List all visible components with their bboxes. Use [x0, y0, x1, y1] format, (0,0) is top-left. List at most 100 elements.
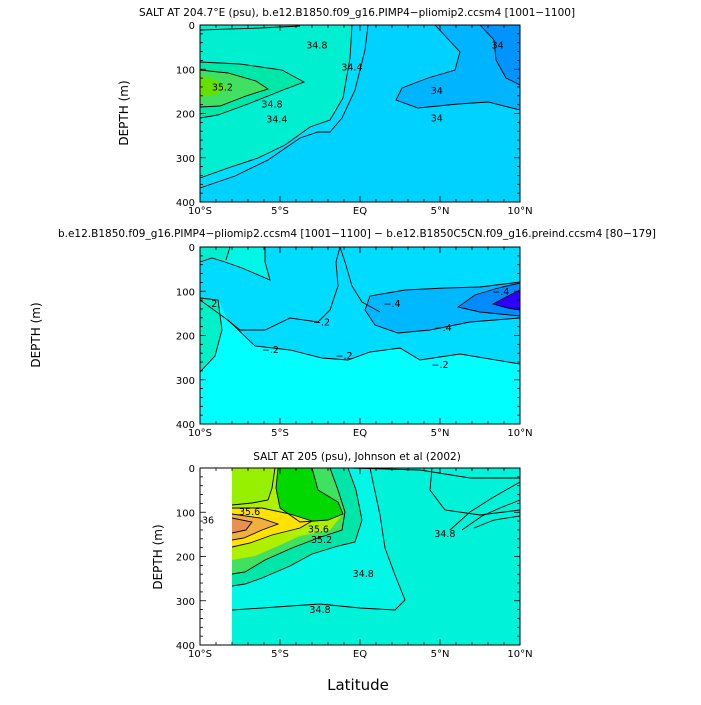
- y-tick-label: 300: [176, 597, 195, 608]
- contour-label: 34.4: [341, 63, 362, 74]
- y-tick-label: 400: [176, 198, 195, 209]
- fill-plus-0-2-c: [200, 247, 230, 262]
- contour-line: [200, 25, 353, 179]
- contour-line: [339, 247, 381, 313]
- x-tick-label: 5°S: [271, 428, 289, 439]
- contour-line: [231, 517, 253, 534]
- panel-1-contour-lines: [200, 25, 520, 189]
- contour-label: 34: [492, 40, 504, 51]
- panel-1-title: SALT AT 204.7°E (psu), b.e12.B1850.f09_g…: [139, 7, 575, 19]
- x-tick-label: 10°N: [507, 428, 532, 439]
- contour-line: [227, 319, 520, 365]
- panel-2-labels: .2 −.2 −.2 −.2 −.2 −.4 −.4 −.4: [208, 287, 509, 371]
- fill-plus-0-2-b: [200, 298, 222, 372]
- contour-label: 34.8: [353, 569, 374, 580]
- panel-3-field: [231, 468, 520, 645]
- contour-line: [231, 468, 406, 611]
- fill-35-6-top: [232, 468, 275, 505]
- contour-line: [461, 499, 520, 531]
- fill-35-6: [200, 76, 228, 97]
- x-tick-label: 10°S: [188, 649, 212, 660]
- fill-minus-0-2: [200, 247, 520, 364]
- y-tick-label: 400: [176, 641, 195, 652]
- contour-label: −.4: [383, 299, 400, 310]
- contour-line: [491, 289, 520, 311]
- fill-33-8: [396, 25, 520, 110]
- x-tick-label: 5°S: [271, 206, 289, 217]
- y-tick-label: 100: [176, 508, 195, 519]
- x-tick-label: 5°N: [431, 649, 450, 660]
- contour-line: [349, 468, 520, 479]
- contour-label: 34.8: [261, 99, 282, 110]
- x-tick-label: 5°S: [271, 649, 289, 660]
- contour-label: 35.6: [308, 525, 329, 536]
- contour-label: 35.6: [239, 507, 260, 518]
- panel-2-contour-lines: [200, 247, 520, 373]
- contour-line: [456, 282, 520, 317]
- contour-line: [231, 507, 314, 548]
- contour-label: 35.2: [311, 535, 332, 546]
- y-tick-label: 300: [176, 376, 195, 387]
- y-tick-label: 0: [189, 21, 195, 32]
- contour-label: −.2: [431, 360, 448, 371]
- contour-line: [200, 61, 306, 119]
- fill-35-2: [200, 70, 268, 107]
- contour-line: [200, 25, 301, 31]
- fill-34-8: [200, 25, 352, 178]
- y-tick-label: 300: [176, 154, 195, 165]
- panel-2: .2 −.2 −.2 −.2 −.2 −.4 −.4 −.4 b.e12.B1850.f09_…: [29, 228, 656, 425]
- contour-line: [200, 297, 223, 373]
- contour-line: [395, 25, 520, 111]
- contour-label: 34.8: [434, 529, 455, 540]
- fill-minus-0-6: [458, 283, 520, 316]
- x-tick-label: 10°N: [507, 206, 532, 217]
- contour-line: [231, 468, 346, 575]
- panel-1-field: [200, 25, 520, 202]
- contour-line: [231, 468, 276, 506]
- y-tick-label: 0: [189, 243, 195, 254]
- contour-label: 34: [431, 86, 443, 97]
- panel-3-contour-lines: [231, 468, 520, 611]
- x-tick-label: 5°N: [431, 206, 450, 217]
- x-tick-label: EQ: [353, 206, 367, 217]
- x-tick-label: EQ: [353, 649, 367, 660]
- fill-34-0: [200, 25, 520, 202]
- y-tick-label: 100: [176, 287, 195, 298]
- contour-line: [473, 515, 520, 529]
- contour-line: [275, 468, 344, 523]
- panel-2-title: b.e12.B1850.f09_g16.PIMP4−pliomip2.ccsm4…: [58, 228, 656, 240]
- y-tick-label: 200: [176, 332, 195, 343]
- contour-label: −.4: [492, 287, 509, 298]
- panel-3-xlabel: Latitude: [327, 676, 389, 694]
- y-tick-label: 400: [176, 420, 195, 431]
- contour-label: −.2: [313, 318, 330, 329]
- y-tick-label: 0: [189, 464, 195, 475]
- contour-label: 34.8: [306, 40, 327, 51]
- x-tick-label: 10°S: [188, 206, 212, 217]
- y-tick-label: 100: [176, 65, 195, 76]
- x-tick-label: 10°N: [507, 649, 532, 660]
- x-tick-label: EQ: [353, 428, 367, 439]
- contour-label: −.4: [435, 323, 452, 334]
- contour-line: [449, 481, 520, 531]
- panel-2-ylabel: DEPTH (m): [29, 302, 43, 367]
- panel-1-ylabel: DEPTH (m): [117, 80, 131, 145]
- contour-line: [200, 247, 271, 281]
- fill-35-4: [276, 468, 343, 522]
- x-tick-label: 10°S: [188, 428, 212, 439]
- y-tick-label: 200: [176, 553, 195, 564]
- contour-line: [231, 513, 280, 541]
- contour-label: .2: [208, 299, 217, 310]
- contour-label: 34.4: [266, 114, 287, 125]
- contour-label: 34.8: [309, 605, 330, 616]
- fill-36-2: [232, 518, 252, 533]
- contour-label: −.2: [262, 345, 279, 356]
- contour-line: [429, 468, 520, 516]
- contour-line: [364, 281, 520, 334]
- contour-line: [200, 25, 369, 189]
- contour-label: 34: [431, 113, 443, 124]
